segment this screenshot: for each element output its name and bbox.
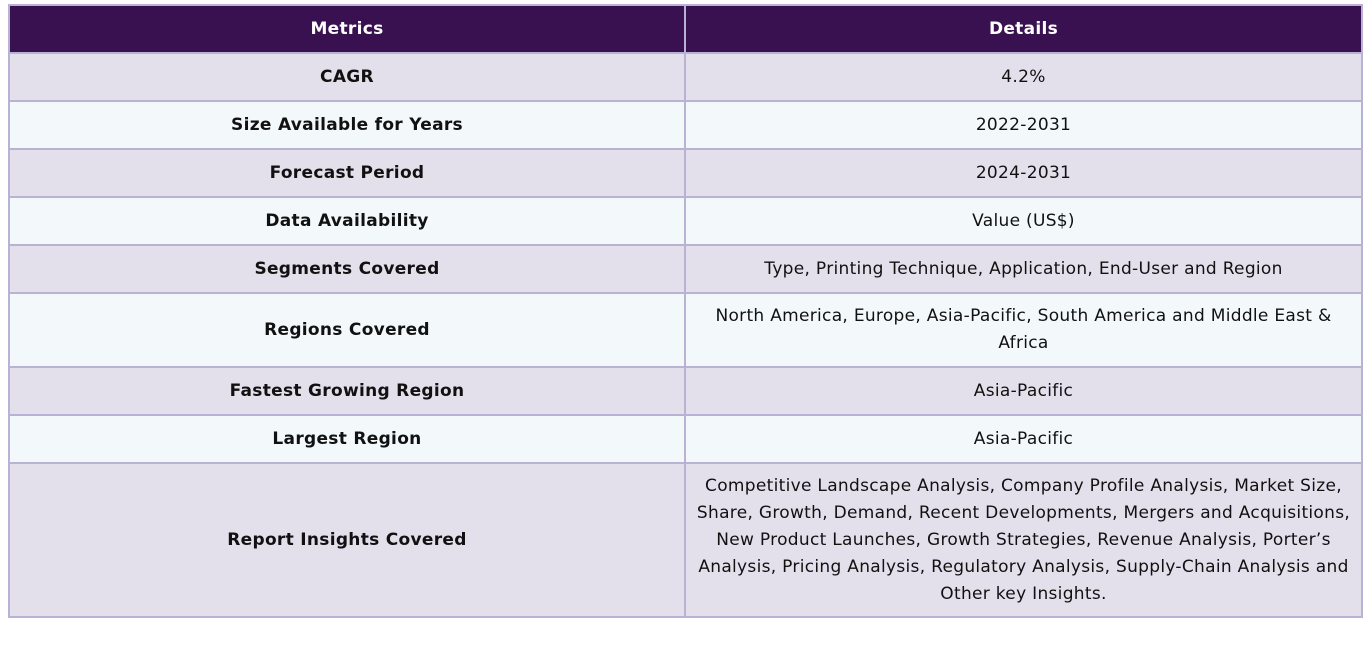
table-row: CAGR 4.2%: [8, 52, 1363, 102]
detail-cell: Asia-Pacific: [684, 414, 1363, 464]
metric-cell: Forecast Period: [8, 148, 686, 198]
report-metrics-table-container: Metrics Details CAGR 4.2% Size Available…: [8, 4, 1363, 618]
detail-cell: North America, Europe, Asia-Pacific, Sou…: [684, 292, 1363, 368]
detail-cell: Type, Printing Technique, Application, E…: [684, 244, 1363, 294]
metric-cell: Segments Covered: [8, 244, 686, 294]
detail-cell: 4.2%: [684, 52, 1363, 102]
table-row: Regions Covered North America, Europe, A…: [8, 292, 1363, 368]
table-row: Fastest Growing Region Asia-Pacific: [8, 366, 1363, 416]
table-header-row: Metrics Details: [8, 4, 1363, 54]
metric-cell: Fastest Growing Region: [8, 366, 686, 416]
metric-cell: Largest Region: [8, 414, 686, 464]
detail-cell: 2024-2031: [684, 148, 1363, 198]
metric-cell: Report Insights Covered: [8, 462, 686, 618]
header-details: Details: [684, 4, 1363, 54]
header-metrics: Metrics: [8, 4, 686, 54]
table-row: Largest Region Asia-Pacific: [8, 414, 1363, 464]
table-row: Report Insights Covered Competitive Land…: [8, 462, 1363, 618]
detail-cell: Asia-Pacific: [684, 366, 1363, 416]
detail-cell: 2022-2031: [684, 100, 1363, 150]
table-row: Segments Covered Type, Printing Techniqu…: [8, 244, 1363, 294]
metric-cell: CAGR: [8, 52, 686, 102]
detail-cell: Value (US$): [684, 196, 1363, 246]
table-row: Size Available for Years 2022-2031: [8, 100, 1363, 150]
metric-cell: Regions Covered: [8, 292, 686, 368]
metric-cell: Size Available for Years: [8, 100, 686, 150]
detail-cell: Competitive Landscape Analysis, Company …: [684, 462, 1363, 618]
metric-cell: Data Availability: [8, 196, 686, 246]
table-row: Forecast Period 2024-2031: [8, 148, 1363, 198]
report-metrics-table: Metrics Details CAGR 4.2% Size Available…: [8, 4, 1363, 618]
table-row: Data Availability Value (US$): [8, 196, 1363, 246]
